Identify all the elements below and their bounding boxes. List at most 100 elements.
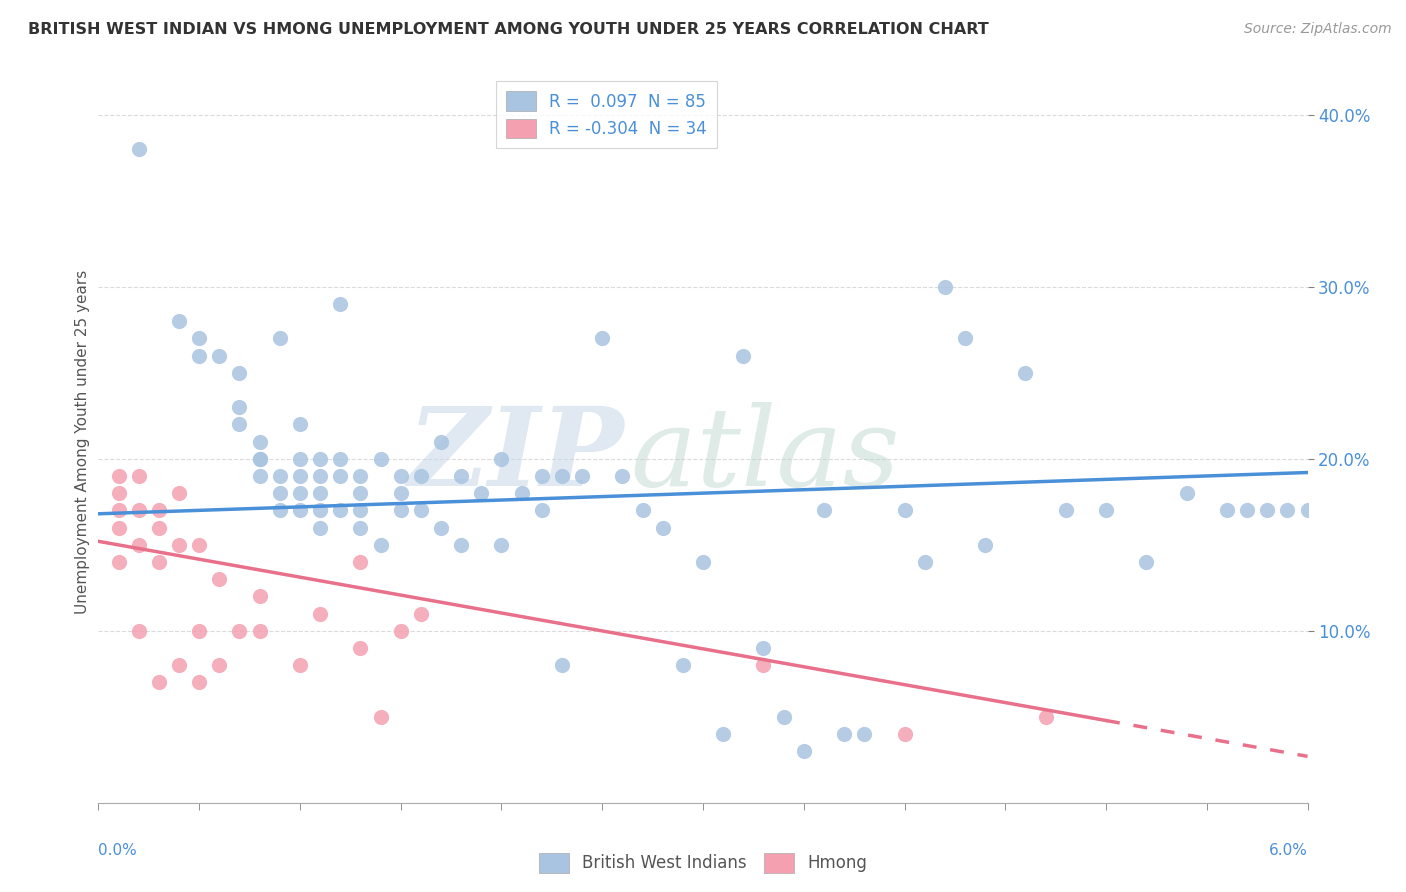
Point (813, 503, 835, 517)
Point (692, 555, 714, 569)
Point (389, 469, 412, 483)
Point (510, 486, 533, 500)
Point (1277, 503, 1299, 517)
Point (450, 469, 472, 483)
Point (450, 538, 472, 552)
Point (591, 331, 613, 345)
Point (349, 520, 371, 534)
Point (349, 469, 371, 483)
Point (1236, 503, 1258, 517)
Point (752, 658, 775, 673)
Point (491, 451, 513, 466)
Point (853, 727, 876, 741)
Point (188, 624, 211, 638)
Point (530, 503, 553, 517)
Point (167, 658, 190, 673)
Point (208, 572, 231, 586)
Point (711, 727, 734, 741)
Point (188, 349, 211, 363)
Point (269, 503, 291, 517)
Point (551, 658, 574, 673)
Point (269, 469, 291, 483)
Point (249, 469, 271, 483)
Point (128, 469, 150, 483)
Point (249, 451, 271, 466)
Point (1135, 555, 1157, 569)
Point (672, 658, 695, 673)
Point (571, 469, 593, 483)
Point (249, 434, 271, 449)
Point (309, 469, 332, 483)
Point (893, 727, 915, 741)
Point (329, 503, 352, 517)
Point (167, 314, 190, 328)
Point (107, 469, 129, 483)
Point (370, 710, 392, 724)
Point (188, 675, 211, 690)
Point (1175, 486, 1198, 500)
Point (389, 503, 412, 517)
Legend: British West Indians, Hmong: British West Indians, Hmong (533, 847, 873, 880)
Point (349, 503, 371, 517)
Point (793, 744, 815, 758)
Point (1316, 503, 1339, 517)
Text: 6.0%: 6.0% (1268, 843, 1308, 857)
Point (409, 503, 432, 517)
Point (1296, 503, 1319, 517)
Point (228, 366, 250, 380)
Text: Source: ZipAtlas.com: Source: ZipAtlas.com (1244, 22, 1392, 37)
Point (309, 607, 332, 621)
Point (309, 520, 332, 534)
Point (349, 486, 371, 500)
Point (288, 469, 311, 483)
Point (1035, 710, 1057, 724)
Point (370, 451, 392, 466)
Point (1095, 503, 1118, 517)
Point (651, 520, 673, 534)
Point (288, 658, 311, 673)
Point (309, 503, 332, 517)
Point (269, 331, 291, 345)
Point (389, 486, 412, 500)
Point (107, 555, 129, 569)
Legend: R =  0.097  N = 85, R = -0.304  N = 34: R = 0.097 N = 85, R = -0.304 N = 34 (496, 81, 717, 148)
Point (470, 486, 492, 500)
Point (893, 503, 915, 517)
Point (309, 486, 332, 500)
Point (934, 279, 956, 293)
Point (370, 538, 392, 552)
Point (349, 640, 371, 655)
Point (269, 486, 291, 500)
Point (288, 417, 311, 432)
Point (128, 142, 150, 156)
Point (208, 349, 231, 363)
Text: ZIP: ZIP (408, 402, 624, 509)
Point (228, 624, 250, 638)
Point (530, 469, 553, 483)
Point (430, 434, 453, 449)
Point (228, 400, 250, 414)
Point (430, 520, 453, 534)
Point (1014, 366, 1036, 380)
Point (953, 331, 976, 345)
Point (148, 520, 170, 534)
Point (551, 469, 574, 483)
Point (249, 451, 271, 466)
Point (188, 331, 211, 345)
Text: 0.0%: 0.0% (98, 843, 138, 857)
Point (128, 503, 150, 517)
Point (188, 538, 211, 552)
Point (148, 675, 170, 690)
Point (167, 538, 190, 552)
Point (1337, 503, 1360, 517)
Point (329, 451, 352, 466)
Point (249, 624, 271, 638)
Text: atlas: atlas (630, 402, 900, 509)
Point (914, 555, 936, 569)
Point (148, 503, 170, 517)
Point (772, 710, 794, 724)
Point (288, 486, 311, 500)
Point (612, 469, 634, 483)
Point (107, 503, 129, 517)
Point (228, 417, 250, 432)
